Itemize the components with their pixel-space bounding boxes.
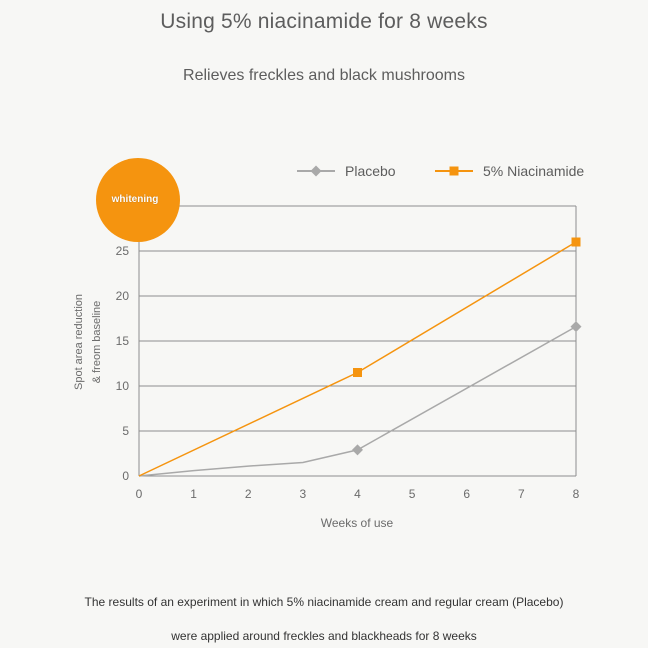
- series-line-placebo: [138, 325, 577, 477]
- x-tick-label: 2: [245, 487, 252, 501]
- caption-line-1: The results of an experiment in which 5%…: [84, 595, 564, 609]
- tick-labels: 0 5 10 15 20 25 0 1 2 3 4 5 6 7 8: [116, 244, 580, 501]
- x-tick-label: 0: [136, 487, 143, 501]
- y-tick-label: 5: [122, 424, 129, 438]
- y-tick-label: 15: [116, 334, 130, 348]
- legend-label-5-niacinamide: 5% Niacinamide: [483, 163, 584, 179]
- legend: Placebo 5% Niacinamide: [297, 163, 584, 179]
- data-point-5-niacinamide: [353, 368, 362, 377]
- legend-marker-5-niacinamide: [449, 166, 459, 176]
- y-axis-title-line-2: & freom baseline: [91, 301, 103, 384]
- x-tick-label: 7: [518, 487, 525, 501]
- chart-subtitle: Relieves freckles and black mushrooms: [183, 67, 465, 84]
- y-axis-title-line-1: Spot area reduction: [73, 294, 85, 390]
- badge-label: whitening: [111, 193, 159, 205]
- y-tick-label: 20: [116, 289, 130, 303]
- chart-title: Using 5% niacinamide for 8 weeks: [160, 10, 488, 33]
- x-tick-label: 4: [354, 487, 361, 501]
- data-point-placebo: [570, 321, 582, 333]
- caption-line-2: were applied around freckles and blackhe…: [171, 629, 477, 643]
- data-point-placebo: [352, 444, 363, 456]
- legend-marker-placebo: [310, 165, 322, 177]
- x-tick-label: 1: [190, 487, 197, 501]
- legend-label-placebo: Placebo: [345, 163, 396, 179]
- x-tick-label: 3: [300, 487, 307, 501]
- grid-lines: [138, 205, 577, 477]
- y-axis-title: Spot area reduction & freom baseline: [73, 294, 103, 390]
- x-tick-label: 6: [463, 487, 470, 501]
- y-tick-label: 25: [116, 244, 130, 258]
- series-line-5-niacinamide: [138, 241, 577, 477]
- x-tick-label: 5: [409, 487, 416, 501]
- series-lines: [138, 237, 582, 477]
- y-tick-label: 10: [116, 379, 130, 393]
- x-tick-label: 8: [573, 487, 580, 501]
- y-tick-label: 0: [122, 469, 129, 483]
- whitening-badge: whitening: [96, 158, 180, 242]
- x-axis-title: Weeks of use: [321, 516, 394, 530]
- data-point-5-niacinamide: [571, 237, 581, 247]
